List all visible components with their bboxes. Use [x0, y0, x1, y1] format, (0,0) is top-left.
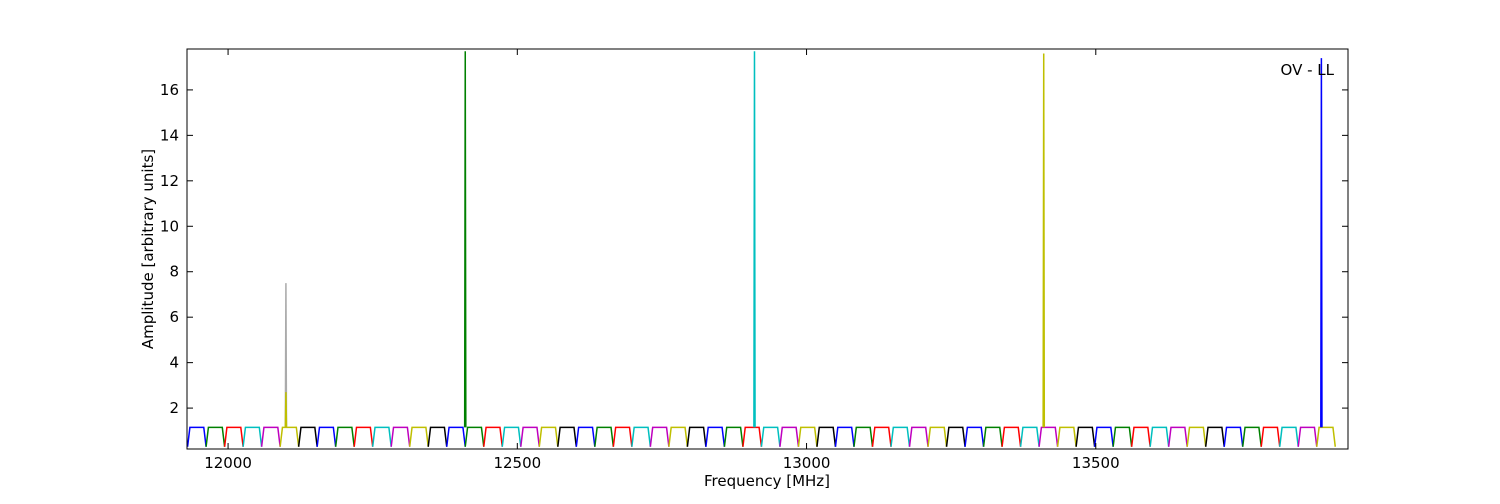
channel-line	[871, 426, 892, 447]
channel-line	[779, 426, 800, 447]
channel-line	[890, 426, 911, 447]
channel-line	[631, 426, 652, 447]
channel-line	[649, 426, 670, 447]
channel-line	[723, 426, 744, 447]
channel-line	[705, 426, 726, 447]
channel-line	[242, 426, 263, 447]
plot-area	[187, 51, 1337, 447]
channel-line	[1260, 426, 1281, 447]
x-tick-label: 12500	[493, 454, 541, 472]
channel-line	[501, 426, 522, 447]
channel-line	[1297, 426, 1318, 447]
channel-line	[1093, 426, 1114, 447]
channel-line	[557, 426, 578, 447]
channel-line	[612, 426, 633, 447]
channel-line	[797, 426, 818, 447]
y-tick-label: 6	[169, 308, 179, 326]
channel-line	[1149, 426, 1170, 447]
axes-frame	[186, 48, 1349, 450]
channel-line	[371, 426, 392, 447]
annotation: OV - LL	[1281, 61, 1335, 79]
channel-line	[760, 426, 781, 447]
channel-line	[205, 426, 226, 447]
channel-line	[753, 51, 756, 428]
y-tick-label: 8	[169, 263, 179, 281]
y-tick-label: 14	[160, 126, 179, 144]
channel-line	[1204, 426, 1225, 447]
y-tick-label: 2	[169, 399, 179, 417]
channel-line	[1241, 426, 1262, 447]
channel-line	[1001, 426, 1022, 447]
channel-line	[1186, 426, 1207, 447]
y-tick-label: 10	[160, 217, 179, 235]
channel-line	[538, 426, 559, 447]
channel-line	[483, 426, 504, 447]
channel-line	[1167, 426, 1188, 447]
channel-line	[223, 426, 244, 447]
channel-line	[464, 426, 485, 447]
channel-line	[816, 426, 837, 447]
channel-line	[1223, 426, 1244, 447]
channel-line	[260, 426, 281, 447]
channel-line	[463, 51, 467, 428]
y-tick-label: 12	[160, 172, 179, 190]
channel-line	[390, 426, 411, 447]
channel-line	[353, 426, 374, 447]
channel-line	[982, 426, 1003, 447]
y-tick-label: 16	[160, 81, 179, 99]
channel-line	[1112, 426, 1133, 447]
channel-line	[945, 426, 966, 447]
channel-line	[279, 426, 300, 447]
channel-line	[964, 426, 985, 447]
channel-line	[284, 392, 288, 428]
x-tick-label: 13000	[783, 454, 831, 472]
channel-line	[575, 426, 596, 447]
channel-line	[284, 283, 288, 428]
channel-line	[1056, 426, 1077, 447]
channel-line	[1278, 426, 1299, 447]
channel-line	[908, 426, 929, 447]
channel-line	[1038, 426, 1059, 447]
x-tick-label: 12000	[204, 454, 252, 472]
y-tick-label: 4	[169, 354, 179, 372]
channel-line	[520, 426, 541, 447]
channel-line	[668, 426, 689, 447]
channel-line	[834, 426, 855, 447]
channel-line	[853, 426, 874, 447]
channel-line	[445, 426, 466, 447]
channel-line	[927, 426, 948, 447]
channel-line	[1130, 426, 1151, 447]
channel-line	[427, 426, 448, 447]
channel-line	[742, 426, 763, 447]
channel-line	[1075, 426, 1096, 447]
channel-line	[1042, 53, 1046, 428]
channel-line	[1019, 426, 1040, 447]
channel-line	[297, 426, 318, 447]
channel-line	[686, 426, 707, 447]
channel-line	[316, 426, 337, 447]
channel-line	[1320, 58, 1323, 428]
channel-line	[594, 426, 615, 447]
y-axis-label: Amplitude [arbitrary units]	[139, 149, 157, 349]
channel-line	[408, 426, 429, 447]
channel-line	[1316, 426, 1337, 447]
x-axis-label: Frequency [MHz]	[704, 472, 830, 490]
channel-line	[334, 426, 355, 447]
channel-line	[187, 426, 207, 447]
x-tick-label: 13500	[1072, 454, 1120, 472]
